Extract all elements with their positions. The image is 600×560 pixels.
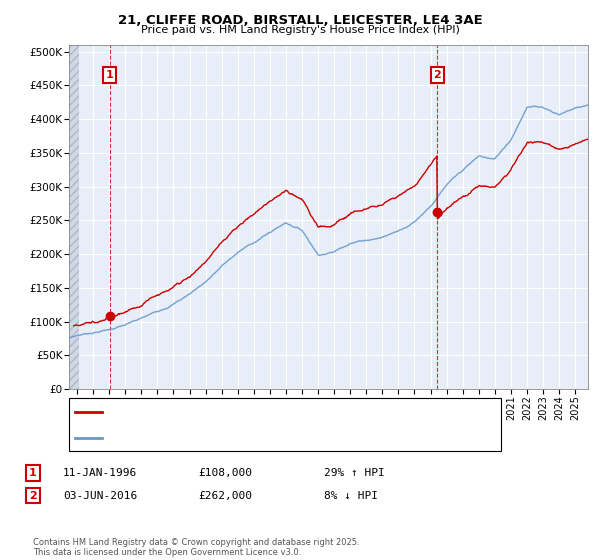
- Text: 8% ↓ HPI: 8% ↓ HPI: [324, 491, 378, 501]
- Bar: [69, 45, 79, 389]
- Text: £262,000: £262,000: [198, 491, 252, 501]
- Text: £108,000: £108,000: [198, 468, 252, 478]
- Text: 2: 2: [433, 70, 441, 80]
- Text: 21, CLIFFE ROAD, BIRSTALL, LEICESTER, LE4 3AE: 21, CLIFFE ROAD, BIRSTALL, LEICESTER, LE…: [118, 14, 482, 27]
- Text: Contains HM Land Registry data © Crown copyright and database right 2025.
This d: Contains HM Land Registry data © Crown c…: [33, 538, 359, 557]
- Text: 1: 1: [106, 70, 113, 80]
- Text: 2: 2: [29, 491, 37, 501]
- Text: 21, CLIFFE ROAD, BIRSTALL, LEICESTER, LE4 3AE (detached house): 21, CLIFFE ROAD, BIRSTALL, LEICESTER, LE…: [105, 408, 454, 418]
- Text: 11-JAN-1996: 11-JAN-1996: [63, 468, 137, 478]
- Text: 29% ↑ HPI: 29% ↑ HPI: [324, 468, 385, 478]
- Text: HPI: Average price, detached house, Charnwood: HPI: Average price, detached house, Char…: [105, 432, 357, 442]
- Text: Price paid vs. HM Land Registry's House Price Index (HPI): Price paid vs. HM Land Registry's House …: [140, 25, 460, 35]
- Text: 1: 1: [29, 468, 37, 478]
- Text: 03-JUN-2016: 03-JUN-2016: [63, 491, 137, 501]
